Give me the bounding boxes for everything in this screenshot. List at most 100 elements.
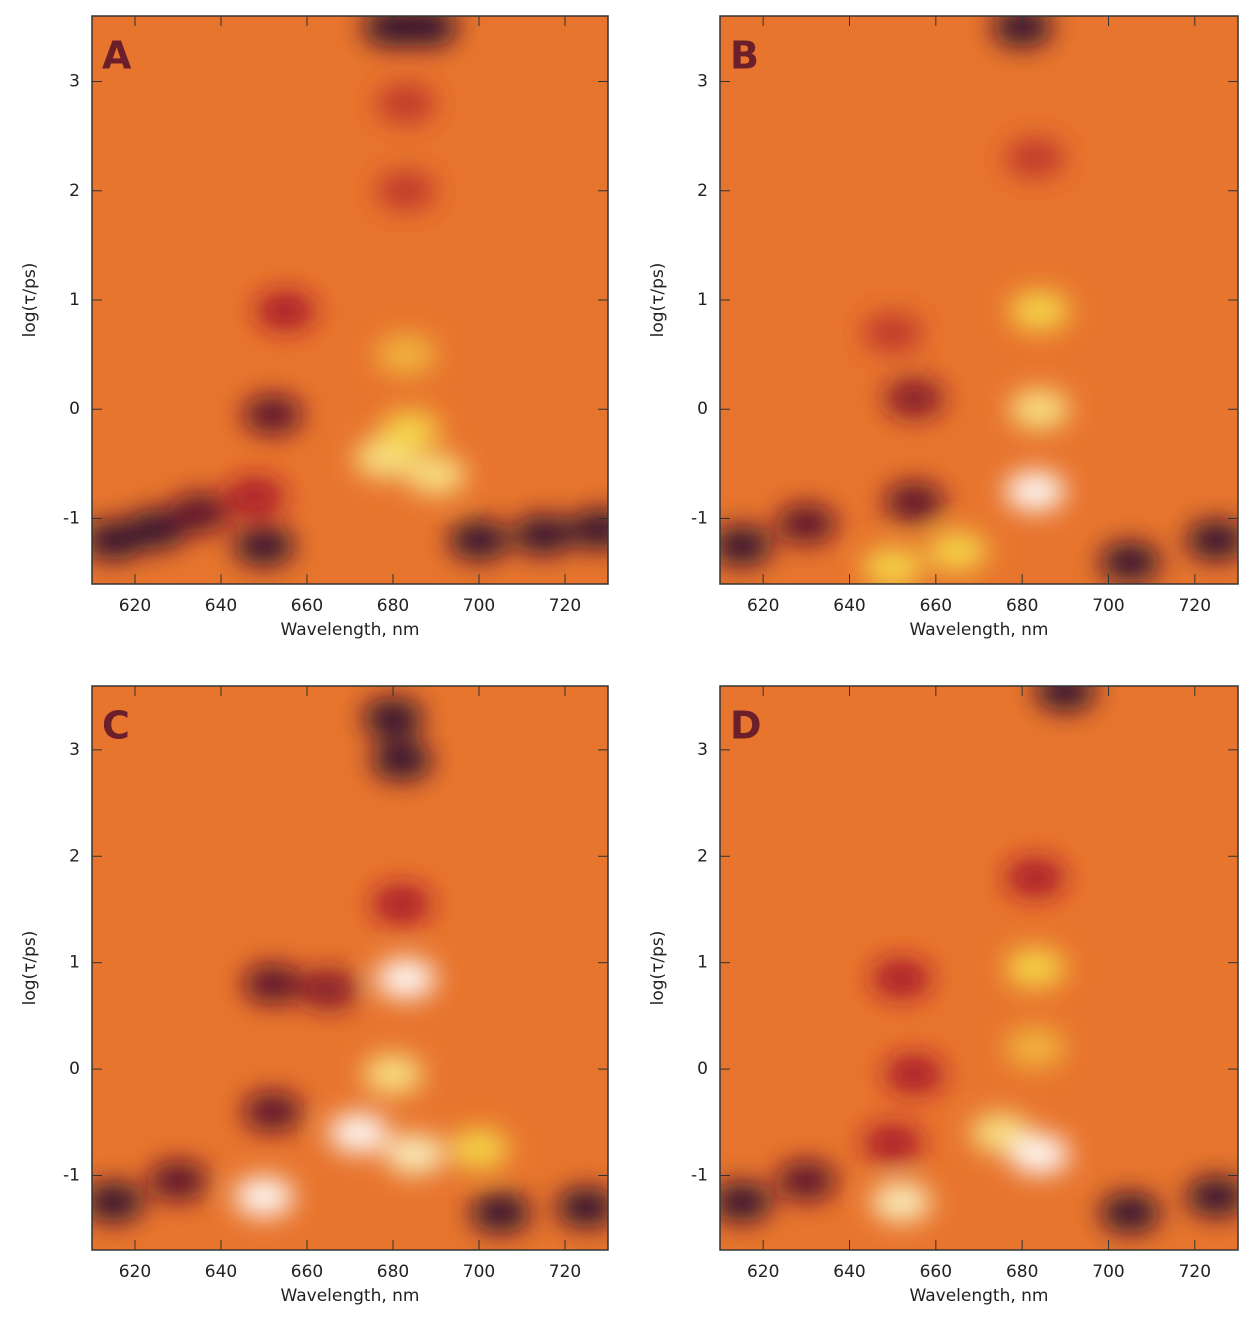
y-tick-label: 3 [697,72,708,92]
y-tick-label: 1 [69,290,80,310]
panel-label: A [102,34,132,78]
panel-label: C [102,704,130,748]
x-tick-label: 700 [1092,1262,1124,1282]
heat-spot [884,378,945,419]
y-tick-label: 3 [697,740,708,760]
plot-area [92,686,608,1250]
heat-spot [384,1134,445,1175]
heat-spot [1009,389,1070,430]
heat-spot [397,16,458,47]
x-tick-label: 700 [463,1262,495,1282]
panel-label: D [730,704,762,748]
heat-spot [148,1160,208,1201]
heat-spot [1005,471,1066,512]
plot-background [720,686,1238,1250]
heat-spot [776,503,837,544]
y-tick-label: 0 [697,399,708,419]
y-axis-label: log(τ/ps) [20,931,40,1006]
heat-spot [720,1182,772,1223]
y-tick-label: -1 [63,508,80,528]
x-tick-label: 640 [833,1262,865,1282]
heat-spot [1005,948,1066,988]
panel: 620 640 660 680 700 720 -1 0 1 2 3 Wavelength, nm lo… [20,685,609,1306]
y-axis-label: log(τ/ps) [648,931,668,1006]
y-tick-label: 3 [69,740,80,760]
heat-spot [1186,1176,1238,1217]
x-tick-label: 660 [920,596,952,616]
heat-spot [375,83,436,124]
x-tick-label: 660 [291,1262,323,1282]
x-tick-label: 640 [205,596,237,616]
heat-spot [1009,1134,1070,1175]
x-axis-label: Wavelength, nm [281,1286,420,1306]
frame [719,685,1239,1251]
plot-area [92,16,608,584]
y-tick-label: -1 [63,1166,80,1186]
heat-spot [1035,686,1096,712]
x-tick-label: 620 [119,1262,151,1282]
blobs [92,16,608,566]
panel: 620 640 660 680 700 720 -1 0 1 2 3 Wavelength, nm lo… [648,15,1239,640]
heat-spot [1005,857,1066,898]
x-tick-label: 720 [549,1262,581,1282]
heat-spot [556,1187,608,1228]
heat-spot [371,884,432,925]
plot-background [720,16,1238,584]
x-tick-label: 680 [377,1262,409,1282]
y-tick-label: 0 [69,1059,80,1079]
heat-spot [363,697,423,738]
heat-spot [234,525,294,566]
heat-spot [1009,290,1070,331]
heat-spot [242,1091,303,1132]
y-tick-label: 2 [697,846,708,866]
heat-spot [298,969,359,1010]
plot-area [720,16,1238,584]
heat-spot [1005,138,1066,178]
x-tick-label: 660 [291,596,323,616]
heat-spot [862,1123,923,1164]
heat-spot [92,1182,144,1223]
plot-area [720,686,1238,1250]
x-tick-label: 700 [1092,596,1124,616]
heat-spot [884,482,945,523]
heat-spot [225,476,286,517]
y-tick-label: 2 [697,181,708,201]
x-tick-label: 680 [1006,596,1038,616]
x-tick-label: 720 [1179,596,1211,616]
y-axis-label: log(τ/ps) [648,263,668,338]
heat-spot [862,547,923,584]
y-tick-label: 1 [697,953,708,973]
heat-spot [1100,1192,1161,1233]
y-tick-label: 0 [697,1059,708,1079]
y-axis-label: log(τ/ps) [20,263,40,338]
heat-spot [363,1054,423,1095]
x-tick-label: 620 [747,1262,779,1282]
heat-spot [328,1112,389,1153]
heat-spot [569,509,608,550]
heat-spot [234,1176,294,1217]
heat-spot [470,1192,531,1233]
x-tick-label: 640 [833,596,865,616]
frame [91,685,609,1251]
heat-spot [371,740,432,781]
y-tick-label: -1 [691,508,708,528]
plot-background [92,686,608,1250]
heat-spot [871,958,932,999]
panel: 620 640 660 680 700 720 -1 0 1 2 3 Wavelength, nm lo… [20,15,609,640]
heat-spot [169,493,230,533]
heat-spot [884,1054,945,1095]
heat-spot [927,531,988,572]
x-axis-label: Wavelength, nm [910,620,1049,640]
heat-spot [1005,1027,1066,1068]
x-tick-label: 720 [549,596,581,616]
heat-spot [513,514,574,555]
y-tick-label: 1 [69,953,80,973]
heat-spot [871,1182,932,1223]
heat-spot [380,411,441,452]
x-tick-label: 720 [1179,1262,1211,1282]
x-tick-label: 660 [920,1262,952,1282]
heat-spot [242,394,303,435]
blobs [92,697,608,1233]
heat-spot [1100,542,1161,583]
